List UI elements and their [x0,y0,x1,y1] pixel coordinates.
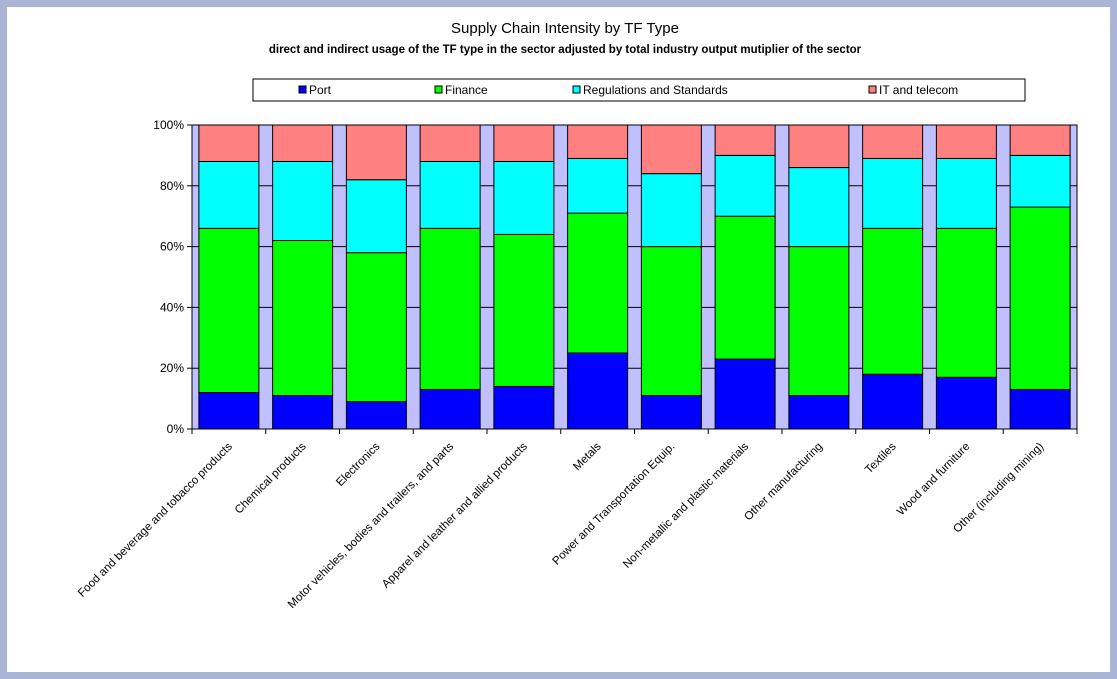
bar-segment [862,227,924,375]
bar-segment [1009,154,1071,208]
bar-segment [1009,206,1071,390]
bar-segment [272,160,334,242]
bar-segment [714,358,776,430]
legend-label: Regulations and Standards [583,83,728,97]
bar-segment [493,124,555,162]
bar-segment [493,233,555,387]
bar-segment [567,352,629,430]
bar-segment [345,252,407,403]
y-tick-label: 40% [160,300,184,314]
bar-segment [788,167,850,248]
bar-segment [419,388,481,430]
bar-segment [640,395,702,430]
bar-segment [640,124,702,175]
x-tick-label: Wood and furniture [895,441,973,519]
x-tick-label: Non-metallic and plastic materials [621,440,751,570]
bar-segment [198,227,260,394]
chart: Supply Chain Intensity by TF Type direct… [76,20,1078,611]
x-tick-label: Other manufacturing [742,441,825,524]
bar-segment [272,395,334,430]
bar-segment [1009,124,1071,156]
legend-label: IT and telecom [879,83,958,97]
x-axis: Food and beverage and tobacco productsCh… [76,429,1078,611]
bar-segment [272,124,334,162]
x-tick-label: Motor vehicles, bodies and trailers, and… [286,440,456,610]
plot-area [191,124,1078,430]
x-tick-label: Apparel and leather and allied products [380,440,530,590]
y-tick-label: 60% [160,240,184,254]
bar-segment [419,124,481,162]
bar-segment [345,401,407,430]
bar-segment [419,160,481,229]
bar-segment [935,227,997,378]
bar-segment [1009,388,1071,430]
bar-segment [198,160,260,229]
x-tick-label: Chemical products [233,440,309,516]
bar-segment [935,157,997,229]
bar-segment [272,240,334,397]
bar-segment [788,246,850,397]
bar-segment [567,212,629,354]
plot-background [192,125,1077,429]
chart-subtitle: direct and indirect usage of the TF type… [269,44,862,56]
bar-segment [935,376,997,430]
bar-segment [862,373,924,430]
bar-segment [567,124,629,159]
legend: Port Finance Regulations and Standards IT a… [252,78,1026,102]
bar-segment [345,124,407,181]
bar-segment [862,157,924,229]
y-tick-label: 20% [160,361,184,375]
y-axis: 0% 20% 40% 60% 80% 100% [153,118,192,436]
bar-segment [640,173,702,248]
bar-segment [419,227,481,390]
x-tick-label: Power and Transportation Equip. [551,441,678,568]
bar-segment [788,395,850,430]
bar-segment [714,124,776,156]
legend-swatch [572,85,581,94]
legend-swatch [434,85,443,94]
x-tick-label: Metals [571,440,604,473]
y-tick-label: 0% [167,422,185,436]
bar-segment [567,157,629,214]
legend-label: Finance [445,83,488,97]
bar-segment [198,124,260,162]
y-tick-label: 100% [153,118,184,132]
bar-segment [493,160,555,235]
bar-segment [935,124,997,159]
bar-segment [862,124,924,159]
bar-segment [714,154,776,217]
x-tick-label: Electronics [334,440,382,488]
legend-box [252,78,1026,102]
chart-title: Supply Chain Intensity by TF Type [451,20,679,37]
y-tick-label: 80% [160,179,184,193]
bar-segment [640,246,702,397]
bar-segment [198,392,260,430]
bar-segment [493,385,555,430]
legend-label: Port [309,83,332,97]
legend-swatch [868,85,877,94]
bar-segment [788,124,850,169]
x-tick-label: Food and beverage and tobacco products [76,440,235,599]
bar-segment [345,179,407,254]
bar-segment [714,215,776,360]
x-tick-label: Textiles [863,440,899,476]
legend-swatch [298,85,307,94]
